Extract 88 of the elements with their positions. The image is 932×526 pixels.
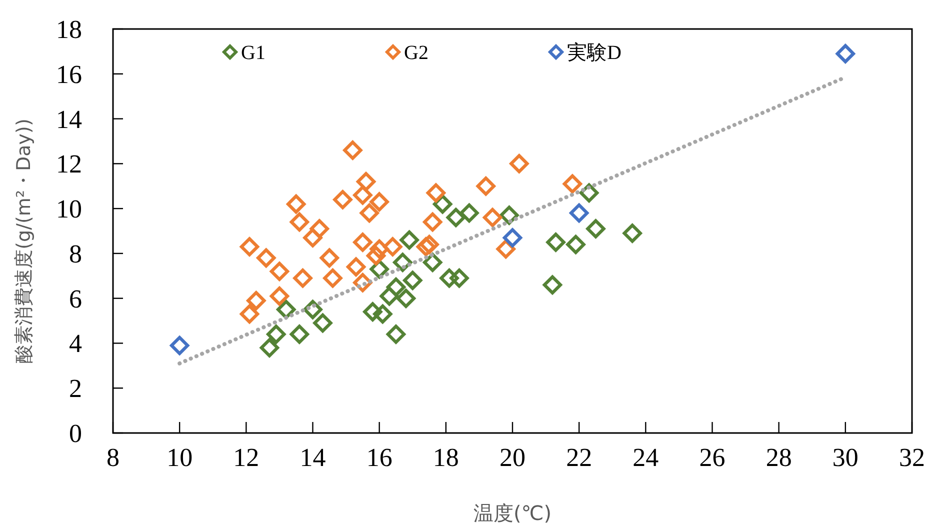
x-tick-label: 8: [106, 443, 120, 472]
y-tick-label: 16: [56, 60, 82, 89]
point: [320, 248, 339, 268]
x-tick-label: 12: [233, 443, 260, 472]
point: [353, 185, 372, 205]
point: [502, 228, 522, 248]
y-axis-title: 酸素消費速度(g/(m²・Day)): [13, 118, 35, 364]
x-axis-title: 温度(℃): [473, 501, 552, 525]
point: [303, 228, 322, 248]
point: [426, 183, 446, 202]
legend-label: G1: [241, 42, 266, 64]
point: [286, 194, 306, 214]
point: [356, 172, 376, 192]
point: [542, 275, 562, 294]
point: [276, 300, 296, 320]
point: [266, 324, 286, 344]
point: [476, 176, 496, 196]
point: [313, 313, 332, 333]
point: [386, 324, 406, 344]
point: [270, 286, 290, 306]
y-tick-label: 18: [56, 15, 82, 44]
point: [460, 203, 479, 223]
point: [310, 219, 330, 238]
point: [386, 278, 406, 297]
point: [416, 237, 436, 256]
point: [586, 219, 606, 238]
point: [370, 192, 389, 212]
y-tick-label: 6: [69, 284, 82, 314]
point: [423, 252, 442, 272]
point: [546, 232, 566, 252]
point: [482, 208, 502, 228]
y-tick-label: 2: [69, 374, 82, 404]
x-tick-label: 18: [432, 443, 459, 472]
point: [293, 268, 312, 288]
x-tick-label: 16: [366, 443, 392, 472]
point: [373, 304, 392, 324]
point: [246, 290, 266, 310]
point: [363, 302, 382, 322]
point: [303, 300, 322, 320]
point: [403, 270, 422, 290]
point: [423, 212, 442, 232]
point: [240, 304, 260, 324]
point: [569, 203, 589, 223]
point: [380, 286, 399, 306]
x-tick-label: 30: [832, 443, 858, 472]
x-tick-label: 24: [632, 443, 659, 472]
point: [440, 268, 459, 288]
point: [450, 268, 469, 288]
point: [622, 224, 642, 243]
point: [396, 288, 416, 308]
x-tick-label: 32: [899, 443, 925, 472]
point: [383, 237, 402, 256]
x-tick-label: 22: [566, 443, 592, 472]
point: [353, 232, 372, 252]
point: [260, 338, 280, 358]
point: [240, 237, 260, 256]
legend-label: 実験D: [567, 41, 622, 64]
x-tick-label: 26: [699, 443, 726, 472]
point: [562, 174, 582, 194]
point: [400, 230, 419, 250]
point: [346, 257, 366, 277]
legend-label: G2: [404, 42, 428, 64]
point: [290, 324, 310, 344]
x-tick-label: 10: [166, 443, 193, 472]
point: [446, 208, 466, 228]
point: [370, 239, 389, 259]
point: [270, 262, 290, 281]
point: [510, 154, 529, 174]
point: [366, 246, 386, 266]
y-tick-label: 14: [56, 104, 82, 134]
point: [170, 336, 190, 356]
point: [290, 212, 310, 232]
x-tick-label: 14: [300, 443, 326, 472]
point: [333, 190, 352, 210]
y-tick-label: 10: [56, 194, 82, 224]
point: [343, 140, 362, 160]
point: [360, 203, 379, 223]
y-tick-label: 8: [69, 239, 82, 268]
y-tick-label: 4: [69, 329, 82, 358]
x-tick-label: 20: [500, 443, 526, 472]
point: [420, 234, 439, 254]
x-tick-label: 28: [766, 443, 792, 472]
point: [256, 248, 276, 268]
point: [566, 234, 586, 254]
point: [323, 268, 342, 288]
point: [836, 44, 856, 64]
y-tick-label: 0: [69, 419, 82, 448]
y-tick-label: 12: [56, 150, 82, 179]
